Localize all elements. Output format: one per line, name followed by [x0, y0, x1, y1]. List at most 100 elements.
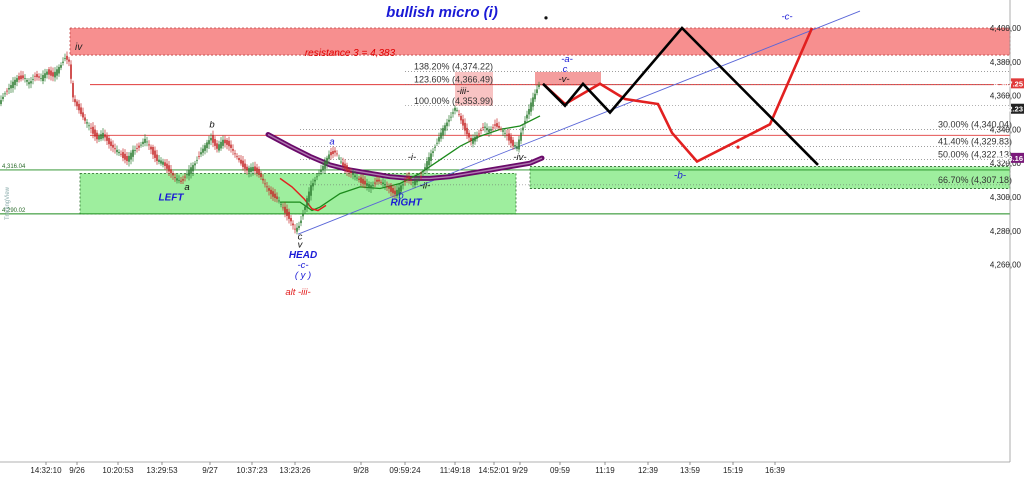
candle-body — [200, 152, 202, 155]
wave-label-17: -c- — [297, 260, 308, 271]
candle-body — [388, 186, 390, 189]
candle-body — [148, 144, 150, 146]
candle-body — [214, 139, 216, 146]
candle-body — [90, 127, 92, 129]
candle-body — [384, 184, 386, 186]
candle-body — [122, 152, 124, 159]
candle-body — [330, 152, 332, 156]
candle-body — [132, 149, 134, 157]
candle-body — [128, 155, 130, 162]
candle-body — [100, 134, 102, 140]
y-tick-label: 4,280,00 — [990, 227, 1022, 236]
candle-body — [116, 149, 118, 153]
candle-body — [312, 183, 314, 187]
candle-body — [88, 125, 90, 127]
candle-body — [244, 163, 246, 169]
candle-body — [82, 112, 84, 118]
candle-body — [358, 178, 360, 181]
candle-body — [62, 61, 64, 63]
wave-label-8: -iii- — [457, 86, 470, 97]
candle-body — [332, 151, 334, 155]
candle-body — [14, 79, 16, 86]
candle-body — [242, 160, 244, 167]
candle-body — [514, 145, 516, 147]
candle-body — [158, 159, 160, 162]
x-tick-label: 14:52:01 — [478, 466, 510, 475]
candle-body — [524, 120, 526, 124]
candle-body — [186, 174, 188, 176]
candle-body — [474, 136, 476, 142]
candle-body — [354, 175, 356, 178]
x-tick-label: 10:20:53 — [102, 466, 134, 475]
candle-body — [252, 166, 254, 172]
candle-body — [328, 154, 330, 160]
candle-body — [434, 147, 436, 149]
candle-body — [532, 97, 534, 107]
candle-body — [34, 75, 36, 77]
candle-body — [348, 169, 350, 173]
candle-body — [232, 149, 234, 151]
projection-bearish-path — [542, 26, 819, 166]
candle-body — [134, 149, 136, 151]
candle-body — [2, 96, 4, 99]
candle-body — [528, 108, 530, 115]
candle-body — [92, 126, 94, 134]
candle-body — [230, 144, 232, 148]
candle-body — [288, 211, 290, 219]
candle-body — [136, 148, 138, 149]
candle-body — [118, 151, 120, 154]
candle-body — [106, 136, 108, 141]
candle-body — [6, 90, 8, 92]
candle-body — [306, 198, 308, 208]
candle-body — [320, 169, 322, 173]
candle-body — [188, 169, 190, 176]
fib-label-5: 50.00% (4,322.13) — [938, 150, 1012, 160]
candle-body — [422, 171, 424, 173]
candle-body — [234, 153, 236, 155]
candle-body — [22, 75, 24, 79]
price-flag-1 — [1011, 103, 1024, 114]
candle-body — [140, 144, 142, 146]
candle-body — [276, 196, 278, 200]
candle-body — [336, 153, 338, 155]
y-tick-label: 4,340,00 — [990, 125, 1022, 134]
candle-body — [300, 220, 302, 224]
moving-averages-layer — [265, 115, 545, 212]
candle-body — [484, 126, 486, 128]
candle-body — [452, 112, 454, 114]
candle-body — [236, 156, 238, 158]
candle-body — [282, 207, 284, 209]
candle-body — [314, 179, 316, 182]
wave-label-18: ( y ) — [295, 270, 311, 281]
candle-body — [362, 178, 364, 184]
candle-body — [372, 185, 374, 187]
x-tick-label: 09:59:24 — [389, 466, 421, 475]
candle-body — [408, 176, 410, 180]
y-tick-label: 4,400,00 — [990, 24, 1022, 33]
candle-body — [64, 58, 66, 59]
candle-body — [154, 150, 156, 158]
candle-body — [126, 156, 128, 162]
candle-body — [476, 135, 478, 139]
candle-body — [506, 134, 508, 136]
candle-body — [478, 133, 480, 135]
price-flag-0 — [1011, 78, 1024, 89]
candle-body — [278, 200, 280, 202]
candle-body — [120, 153, 122, 155]
candle-body — [400, 185, 402, 192]
candle-body — [112, 144, 114, 148]
zones-layer: resistance 3 = 4,383 iv -b- — [69, 27, 1011, 215]
candle-body — [224, 139, 226, 144]
candle-body — [308, 191, 310, 202]
candle-body — [334, 150, 336, 153]
projection-bullish-path — [542, 27, 814, 164]
wave-label-13: -c- — [781, 12, 792, 23]
y-tick-label: 4,320,00 — [990, 159, 1022, 168]
wave-label-15: v — [298, 240, 304, 251]
candle-body — [446, 122, 448, 127]
candle-body — [4, 93, 6, 95]
candle-body — [228, 140, 230, 147]
left-level-label-0: 4,316.04 — [2, 164, 26, 170]
candle-body — [512, 139, 514, 146]
fib-label-4: 41.40% (4,329.83) — [938, 137, 1012, 147]
